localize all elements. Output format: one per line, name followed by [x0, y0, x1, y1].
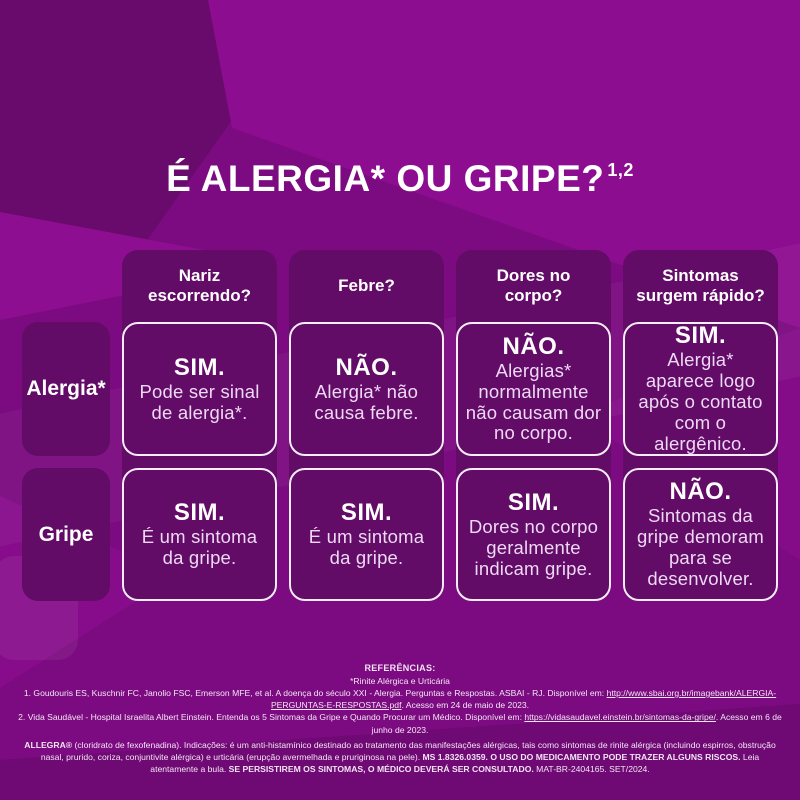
cell-text: Alergias* normalmente não causam dor no …	[465, 359, 602, 444]
footer-references: REFERÊNCIAS: *Rinite Alérgica e Urticári…	[16, 662, 784, 775]
row-label-column: Alergia* Gripe	[22, 250, 110, 601]
row-label-gripe: Gripe	[22, 468, 110, 601]
cell-answer: NÃO.	[335, 353, 398, 381]
references-note: *Rinite Alérgica e Urticária	[350, 675, 450, 686]
reference-1-text: 1. Goudouris ES, Kuschnir FC, Janolio FS…	[23, 687, 607, 698]
page-title-superscript: 1,2	[607, 159, 634, 180]
cell-text: É um sintoma da gripe.	[141, 526, 258, 569]
reference-1: 1. Goudouris ES, Kuschnir FC, Janolio FS…	[16, 687, 784, 711]
legal-material-code: MAT-BR-2404165. SET/2024.	[533, 764, 650, 775]
brand-name: ALLEGRA®	[24, 739, 73, 750]
column-nariz-escorrendo: Nariz escorrendo? SIM. Pode ser sinal de…	[122, 250, 277, 601]
cell-text: Sintomas da gripe demoram para se desenv…	[636, 505, 764, 589]
reference-2-text: 2. Vida Saudável - Hospital Israelita Al…	[18, 712, 525, 723]
cell-answer: SIM.	[173, 353, 226, 381]
legal-text-2: Leia atentamente a bula.	[150, 751, 760, 775]
column-header-febre: Febre?	[338, 275, 395, 295]
cell-text: Alergia* não causa febre.	[314, 380, 419, 423]
legal-doctor-warning: SE PERSISTIREM OS SINTOMAS, O MÉDICO DEV…	[228, 764, 534, 775]
cell-answer: NÃO.	[502, 332, 565, 360]
cell-alergia-nariz: SIM. Pode ser sinal de alergia*.	[122, 322, 277, 456]
cell-text: Dores no corpo geralmente indicam gripe.	[468, 515, 599, 579]
column-header-sintomas-surgem-rapido: Sintomas surgem rápido?	[636, 265, 765, 305]
reference-2-access: . Acesso em 6 de junho de 2023.	[371, 712, 782, 735]
column-sintomas-surgem-rapido: Sintomas surgem rápido? SIM. Alergia* ap…	[623, 250, 778, 601]
reference-2: 2. Vida Saudável - Hospital Israelita Al…	[16, 711, 784, 735]
cell-answer: SIM.	[507, 488, 560, 516]
cell-alergia-febre: NÃO. Alergia* não causa febre.	[289, 322, 444, 456]
cell-alergia-sintomas: SIM. Alergia* aparece logo após o contat…	[623, 322, 778, 456]
row-label-alergia: Alergia*	[22, 322, 110, 456]
cell-gripe-sintomas: NÃO. Sintomas da gripe demoram para se d…	[623, 468, 778, 601]
reference-2-link[interactable]: https://vidasaudavel.einstein.br/sintoma…	[524, 712, 716, 723]
cell-text: Alergia* aparece logo após o contato com…	[638, 349, 763, 454]
column-febre: Febre? NÃO. Alergia* não causa febre. SI…	[289, 250, 444, 601]
cell-text: Pode ser sinal de alergia*.	[139, 380, 260, 423]
cell-answer: SIM.	[674, 322, 727, 350]
reference-1-access: . Acesso em 24 de maio de 2023.	[401, 700, 530, 711]
legal-registration-warning: MS 1.8326.0359. O USO DO MEDICAMENTO POD…	[422, 751, 741, 762]
column-dores-no-corpo: Dores no corpo? NÃO. Alergias* normalmen…	[456, 250, 611, 601]
references-heading: REFERÊNCIAS:	[364, 663, 436, 673]
cell-alergia-dores: NÃO. Alergias* normalmente não causam do…	[456, 322, 611, 456]
cell-answer: SIM.	[173, 499, 226, 527]
cell-gripe-nariz: SIM. É um sintoma da gripe.	[122, 468, 277, 601]
column-header-dores-no-corpo: Dores no corpo?	[496, 265, 571, 305]
reference-1-link[interactable]: http://www.sbai.org.br/imagebank/ALERGIA…	[270, 687, 777, 711]
row-label-spacer	[22, 250, 110, 322]
cell-answer: SIM.	[340, 499, 393, 527]
cell-gripe-dores: SIM. Dores no corpo geralmente indicam g…	[456, 468, 611, 601]
symptom-comparison-table: Alergia* Gripe Nariz escorrendo? SIM. Po…	[22, 250, 778, 601]
legal-disclaimer: ALLEGRA® (cloridrato de fexofenadina). I…	[16, 739, 784, 776]
cell-gripe-febre: SIM. É um sintoma da gripe.	[289, 468, 444, 601]
column-header-nariz-escorrendo: Nariz escorrendo?	[148, 265, 251, 305]
page-title-text: É ALERGIA* OU GRIPE?	[166, 158, 605, 199]
legal-text-1: (cloridrato de fexofenadina). Indicações…	[40, 739, 776, 762]
cell-answer: NÃO.	[669, 478, 732, 506]
page-title: É ALERGIA* OU GRIPE? 1,2	[0, 158, 800, 200]
cell-text: É um sintoma da gripe.	[308, 526, 425, 569]
